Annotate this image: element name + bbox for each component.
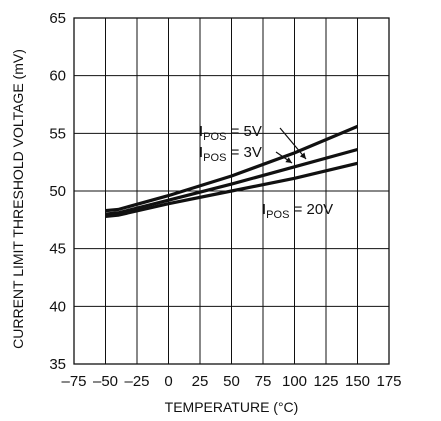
y-tick-label: 45	[49, 241, 66, 258]
y-tick-label: 65	[49, 10, 66, 27]
y-tick-label: 55	[49, 125, 66, 142]
y-tick-label: 35	[49, 356, 66, 373]
arrow-3v	[275, 151, 293, 164]
series-line-1	[105, 124, 359, 213]
x-tick-label: 125	[313, 373, 338, 390]
series-label-3: IPOS = 20V	[262, 201, 333, 221]
x-tick-label: 150	[345, 373, 370, 390]
y-tick-label: 40	[49, 298, 66, 315]
x-tick-label: 50	[223, 373, 240, 390]
series-line-3	[105, 161, 358, 218]
y-tick-labels: 35 40 45 50 55 60 65	[49, 10, 66, 373]
y-tick-label: 50	[49, 183, 66, 200]
x-tick-label: 175	[376, 373, 401, 390]
x-axis-title: TEMPERATURE (°C)	[165, 399, 299, 415]
x-tick-label: –75	[61, 373, 86, 390]
plot-frame	[73, 17, 390, 365]
x-tick-label: 25	[192, 373, 209, 390]
series-lines	[105, 124, 359, 218]
x-tick-label: 0	[164, 373, 172, 390]
x-tick-label: 75	[255, 373, 272, 390]
x-tick-label: –50	[93, 373, 118, 390]
x-tick-label: –25	[124, 373, 149, 390]
arrow-5v	[279, 127, 307, 160]
series-label-2: IPOS = 3V	[199, 144, 262, 164]
y-axis-title: CURRENT LIMIT THRESHOLD VOLTAGE (mV)	[10, 49, 26, 349]
y-tick-label: 60	[49, 68, 66, 85]
x-tick-labels: –75 –50 –25 0 25 50 75 100 125 150 175	[61, 373, 401, 390]
series-label-1: IPOS = 5V	[199, 123, 262, 143]
x-tick-label: 100	[282, 373, 307, 390]
series-line-2	[105, 147, 358, 216]
